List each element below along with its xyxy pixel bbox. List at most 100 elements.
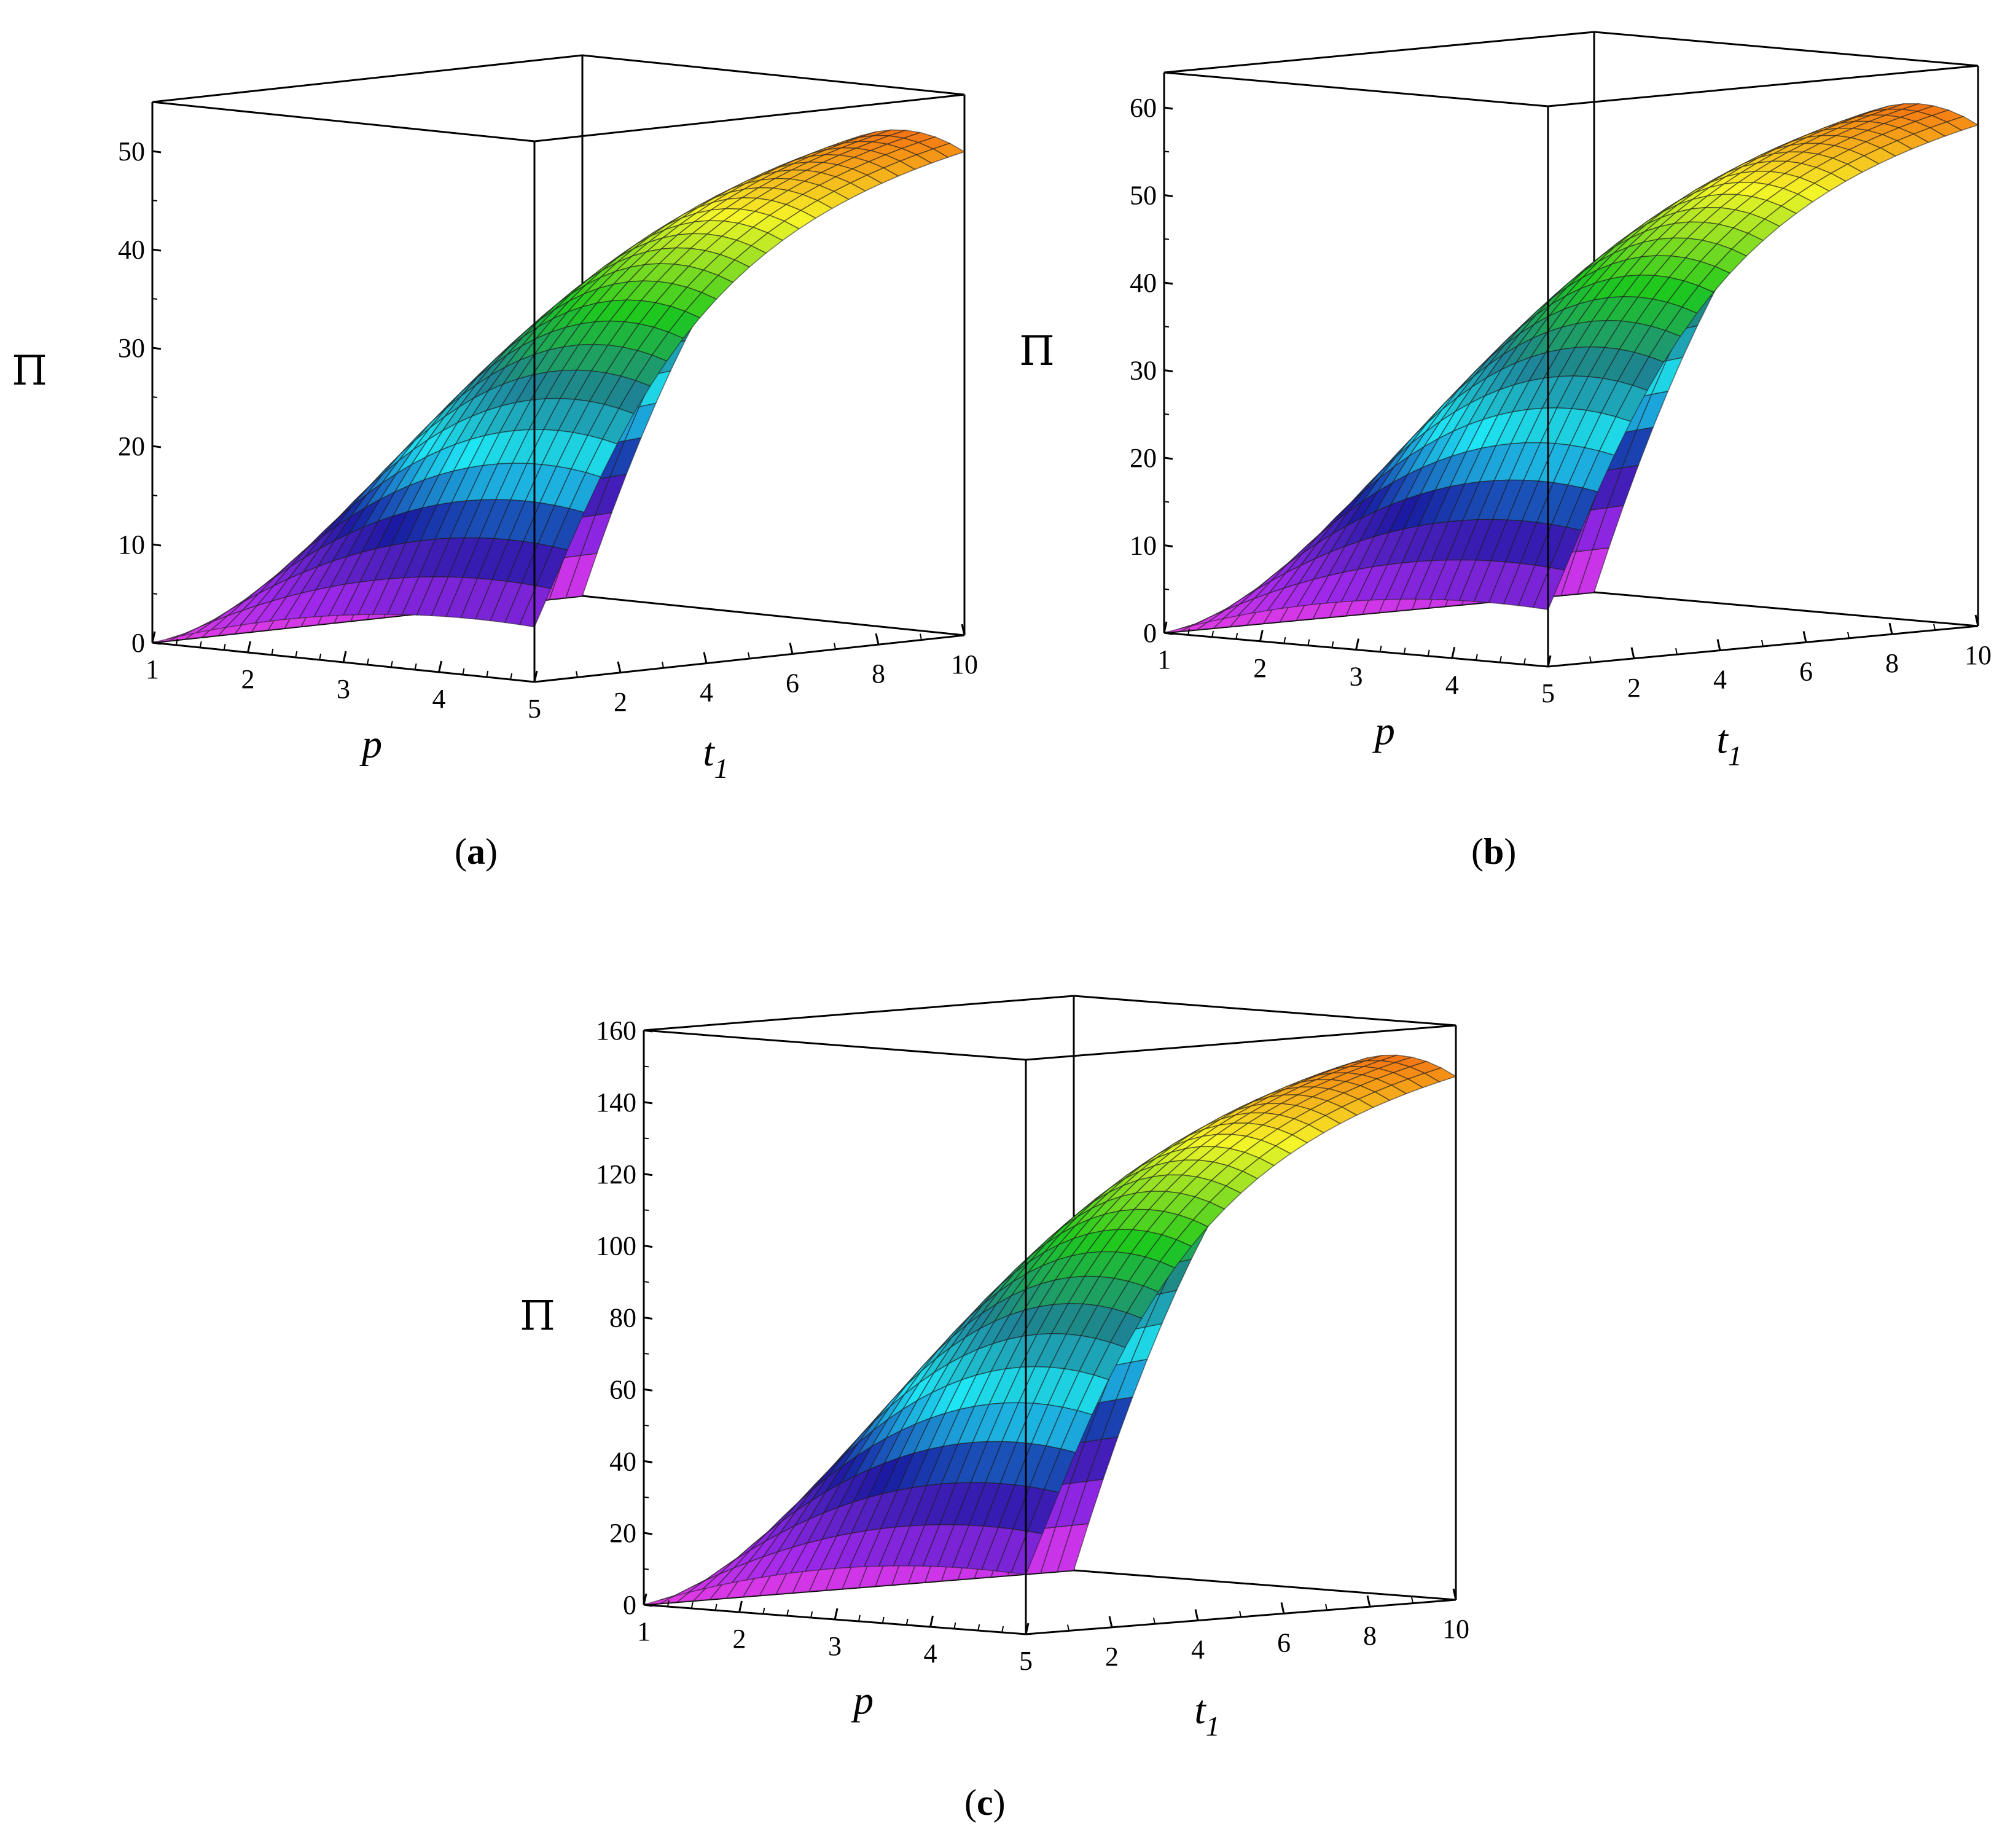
t1-tick-label: 8 (872, 659, 885, 689)
box-edge-top-back-right (1593, 31, 1979, 67)
p-minor-tick (667, 1600, 670, 1607)
t1-tick (1630, 647, 1635, 659)
p-minor-tick (1283, 636, 1286, 644)
p-tick-label: 1 (1157, 644, 1171, 675)
z-tick (1163, 544, 1173, 547)
plot-group: 0 10 20 30 40 50 1 2 3 4 5 2 4 6 8 10 p t1 Π (12, 54, 978, 784)
z-minor-tick (152, 200, 158, 202)
p-tick (834, 1608, 839, 1620)
p-tick (342, 651, 347, 663)
p-tick (1163, 621, 1168, 633)
p-minor-tick (1403, 648, 1406, 654)
t1-axis-title: t1 (1716, 717, 1742, 771)
z-tick (152, 150, 162, 154)
p-axis-title: p (1372, 709, 1395, 754)
z-tick (643, 1029, 653, 1033)
t1-tick-label: 2 (614, 687, 627, 717)
p-minor-tick (762, 1607, 765, 1615)
box-edge-top-back-left (152, 54, 583, 103)
t1-tick-label: 10 (951, 649, 978, 679)
z-tick (643, 1173, 653, 1177)
p-minor-tick (223, 643, 226, 651)
z-tick-label: 10 (1130, 531, 1157, 561)
box-edge-bottom-back-right (582, 595, 965, 636)
t1-tick-label: 8 (1885, 648, 1899, 678)
p-minor-tick (1235, 633, 1238, 640)
z-tick-label: 120 (596, 1159, 636, 1189)
p-tick-label: 4 (1445, 670, 1459, 700)
p-minor-tick (810, 1611, 813, 1618)
z-tick-label: 80 (609, 1303, 636, 1333)
t1-tick-label: 2 (1105, 1642, 1119, 1672)
t1-axis-title: t1 (703, 730, 728, 784)
z-tick (1163, 456, 1173, 460)
t1-minor-tick (748, 652, 750, 659)
z-tick (1163, 369, 1173, 372)
t1-tick (703, 652, 708, 664)
z-tick-label: 60 (609, 1374, 636, 1404)
box-edge-top-front-right (534, 93, 965, 143)
p-minor-tick (175, 638, 178, 646)
z-tick-label: 40 (118, 235, 145, 265)
panel-c: 0 20 40 60 80 100 120 140 160 1 2 3 4 5 2 4 6 8 10 p t1 Π (485, 946, 1517, 1763)
panel-a: 0 10 20 30 40 50 1 2 3 4 5 2 4 6 8 10 p t1 Π (0, 0, 1007, 799)
p-tick-label: 3 (337, 674, 350, 704)
pi-axis-title: Π (12, 347, 47, 394)
t1-tick-label: 4 (1191, 1635, 1205, 1665)
p-tick-label: 1 (637, 1616, 651, 1646)
t1-minor-tick (576, 671, 578, 678)
z-minor-tick (643, 1496, 649, 1498)
p-tick-label: 4 (924, 1639, 937, 1669)
p-minor-tick (714, 1603, 718, 1611)
z-tick (643, 1317, 653, 1320)
p-minor-tick (1499, 656, 1502, 663)
z-minor-tick (1163, 413, 1170, 415)
box-edge-top-back-right (1073, 995, 1457, 1027)
p-tick (738, 1600, 743, 1613)
p-minor-tick (1187, 628, 1191, 635)
z-tick (152, 543, 162, 547)
t1-minor-tick (1153, 1618, 1155, 1624)
caption-b: (b) (1471, 831, 1517, 872)
z-tick-label: 10 (118, 530, 145, 560)
p-minor-tick (1427, 649, 1430, 657)
z-tick (1163, 106, 1173, 110)
z-tick-label: 0 (1143, 618, 1157, 648)
surface-mesh (643, 1054, 1457, 1605)
p-tick (1025, 1623, 1030, 1635)
t1-tick (1452, 1588, 1457, 1600)
z-tick (1163, 632, 1173, 635)
box-edge-bottom-back-right (1593, 591, 1979, 627)
t1-minor-tick (1933, 624, 1936, 630)
z-tick (152, 445, 162, 448)
p-axis-title: p (359, 722, 382, 767)
p-tick-label: 5 (528, 694, 541, 724)
box-edge-top-front-right (1547, 65, 1979, 108)
pi-axis-title: Π (520, 1293, 555, 1340)
t1-minor-tick (1411, 1597, 1414, 1603)
z-tick (643, 1460, 653, 1463)
z-tick-label: 60 (1130, 93, 1157, 123)
z-tick-label: 100 (596, 1231, 636, 1261)
p-tick-label: 2 (733, 1624, 746, 1654)
p-tick-label: 2 (1253, 653, 1267, 683)
t1-tick-label: 6 (1799, 656, 1813, 686)
p-tick (1451, 646, 1456, 659)
t1-tick (1888, 622, 1893, 635)
z-tick-label: 30 (118, 333, 145, 363)
t1-tick (1716, 639, 1721, 651)
p-minor-tick (319, 653, 322, 660)
surface-plot-b: 0 10 20 30 40 50 60 1 2 3 4 5 2 4 6 8 10 p t1 Π (1019, 31, 1992, 771)
z-minor-tick (1163, 588, 1170, 590)
t1-tick (617, 661, 622, 673)
z-tick (152, 641, 162, 645)
t1-tick-label: 10 (1442, 1614, 1469, 1644)
caption-c: (c) (964, 1782, 1006, 1823)
z-tick-label: 20 (609, 1518, 636, 1548)
t1-tick-label: 4 (1713, 665, 1727, 695)
z-tick (643, 1603, 653, 1607)
p-minor-tick (390, 660, 393, 668)
z-tick (643, 1388, 653, 1392)
t1-tick (961, 624, 966, 636)
p-axis-title: p (851, 1678, 874, 1723)
